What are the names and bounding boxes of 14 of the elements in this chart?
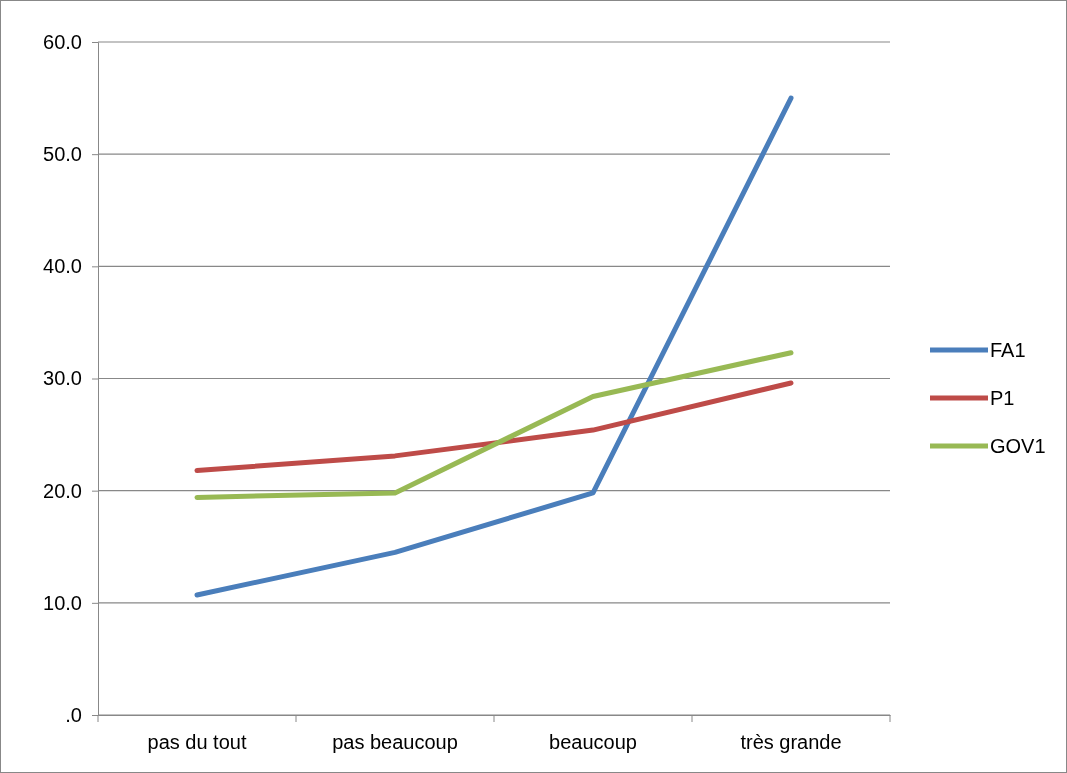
x-tick-label: beaucoup — [549, 731, 637, 754]
x-tick-label: très grande — [740, 731, 842, 754]
x-tick-label: pas beaucoup — [332, 731, 458, 754]
y-tick-label: 40.0 — [43, 255, 82, 278]
y-tick-label: .0 — [65, 703, 82, 726]
y-tick-label: 50.0 — [43, 143, 82, 166]
y-tick-label: 10.0 — [43, 591, 82, 614]
x-tick-label: pas du tout — [147, 731, 247, 754]
legend-label: FA1 — [990, 339, 1026, 361]
y-tick-label: 30.0 — [43, 367, 82, 390]
legend-label: P1 — [990, 387, 1015, 409]
legend-label: GOV1 — [990, 435, 1046, 457]
y-tick-label: 20.0 — [43, 479, 82, 502]
y-tick-label: 60.0 — [43, 30, 82, 53]
